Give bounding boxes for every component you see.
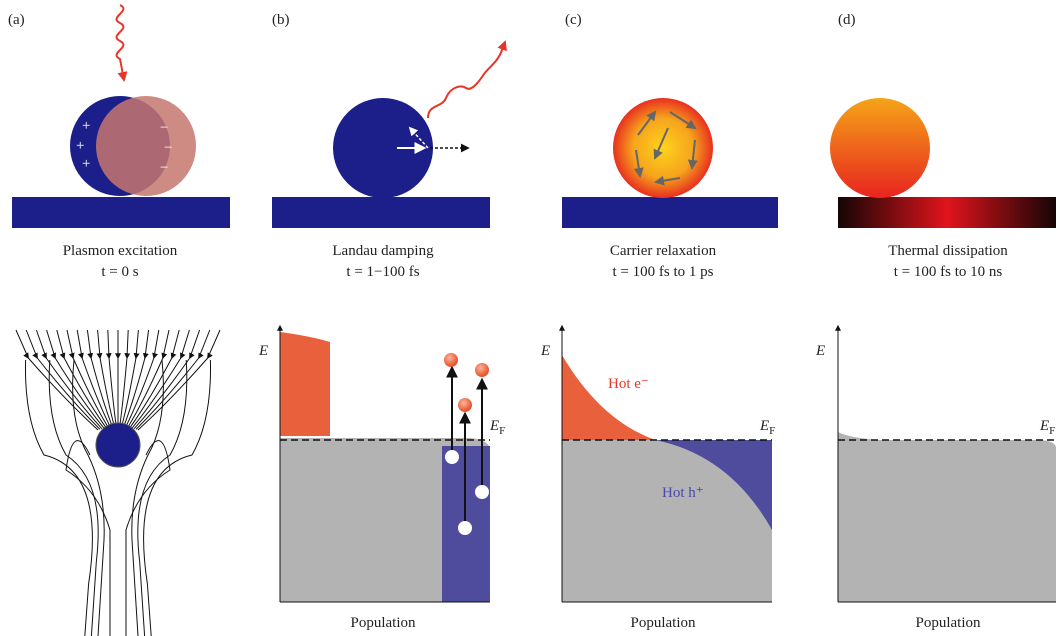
particle	[613, 98, 713, 198]
electron	[475, 363, 489, 377]
fermi-label: EF	[1039, 418, 1055, 437]
caption: Carrier relaxation	[610, 243, 717, 259]
hot-hole-label: Hot h⁺	[662, 485, 704, 501]
field-line	[122, 330, 138, 425]
fermi-symbol: E	[489, 418, 499, 434]
caption-time: t = 0 s	[101, 264, 138, 280]
substrate	[12, 197, 230, 228]
substrate	[838, 197, 1056, 228]
hole	[445, 450, 459, 464]
hole	[458, 521, 472, 535]
hot-electron-label: Hot e⁻	[608, 376, 649, 392]
fermi-symbol: E	[1039, 418, 1049, 434]
charge: −	[164, 140, 172, 156]
panel-label: (b)	[272, 12, 290, 28]
caption: Landau damping	[332, 243, 434, 259]
caption: Thermal dissipation	[888, 243, 1008, 259]
substrate	[562, 197, 778, 228]
field-line	[108, 330, 116, 425]
occupied-states	[838, 432, 1056, 602]
field-line	[66, 441, 110, 636]
particle	[830, 98, 930, 198]
x-axis-label: Population	[915, 615, 981, 631]
substrate	[272, 197, 490, 228]
light-wave	[117, 5, 124, 80]
field-line	[144, 360, 211, 636]
hole	[475, 485, 489, 499]
field-line	[98, 330, 114, 425]
panel-label: (a)	[8, 12, 25, 28]
electron	[458, 398, 472, 412]
x-axis-label: Population	[350, 615, 416, 631]
panel-label: (d)	[838, 12, 856, 28]
hot-electrons	[562, 355, 655, 440]
fermi-subscript: F	[769, 425, 775, 437]
charge: −	[160, 120, 168, 136]
charge: −	[160, 160, 168, 176]
fermi-label: EF	[489, 418, 505, 437]
field-line	[126, 441, 170, 636]
axis-label: E	[258, 343, 268, 359]
field-lines	[16, 330, 220, 636]
charge: +	[82, 156, 90, 172]
electron	[444, 353, 458, 367]
caption: Plasmon excitation	[63, 243, 178, 259]
caption-time: t = 100 fs to 1 ps	[613, 264, 714, 280]
x-axis-label: Population	[630, 615, 696, 631]
panel-label: (c)	[565, 12, 582, 28]
fermi-subscript: F	[1049, 425, 1055, 437]
caption-time: t = 1−100 fs	[346, 264, 419, 280]
charge: +	[82, 118, 90, 134]
charge: +	[76, 138, 84, 154]
electron-cloud	[96, 96, 196, 196]
fermi-subscript: F	[499, 425, 505, 437]
figure: (a) (b) (c) (d) + + + − − − Plasmon exci…	[0, 0, 1061, 636]
caption-time: t = 100 fs to 10 ns	[894, 264, 1003, 280]
field-line	[120, 330, 128, 425]
fermi-label: EF	[759, 418, 775, 437]
emitted-wave	[428, 42, 505, 118]
particle	[96, 423, 140, 467]
field-line	[25, 360, 92, 636]
fermi-symbol: E	[759, 418, 769, 434]
axis-label: E	[815, 343, 825, 359]
axis-label: E	[540, 343, 550, 359]
hot-electrons	[280, 332, 330, 436]
